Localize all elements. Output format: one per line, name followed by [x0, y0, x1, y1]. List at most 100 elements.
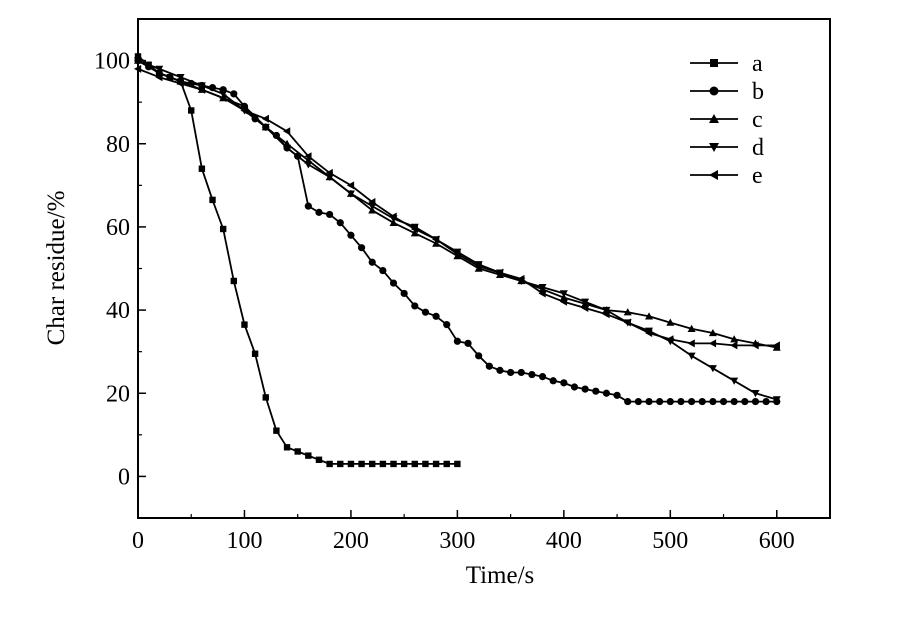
- data-point-d: [581, 298, 590, 306]
- data-point-b: [421, 308, 430, 316]
- data-point-b: [538, 373, 547, 381]
- data-point-a: [134, 53, 142, 60]
- data-point-b: [581, 385, 589, 393]
- series-line-e: [137, 68, 777, 347]
- data-point-a: [347, 460, 355, 468]
- data-point-e: [474, 262, 482, 271]
- data-point-a: [315, 456, 323, 463]
- data-point-b: [464, 339, 472, 347]
- y-tick-label: 0: [118, 464, 130, 490]
- data-point-d: [559, 290, 568, 298]
- data-point-e: [346, 181, 355, 190]
- data-point-b: [347, 231, 355, 239]
- series-a: [134, 53, 461, 468]
- data-point-e: [155, 73, 163, 82]
- x-tick-label: 200: [333, 528, 369, 554]
- data-point-e: [772, 341, 780, 350]
- data-point-b: [453, 337, 461, 345]
- x-tick-label: 100: [226, 528, 262, 554]
- data-point-a: [411, 460, 418, 468]
- data-point-c: [410, 229, 419, 237]
- data-point-a: [369, 460, 376, 468]
- x-tick-label: 300: [439, 528, 475, 554]
- data-point-e: [389, 212, 397, 221]
- data-point-e: [432, 235, 440, 244]
- y-tick-label: 80: [106, 132, 130, 158]
- data-point-b: [230, 90, 238, 98]
- data-point-b: [741, 397, 749, 406]
- data-point-e: [517, 274, 525, 283]
- data-point-b: [411, 302, 419, 310]
- data-point-d: [176, 74, 185, 82]
- data-point-e: [495, 268, 504, 277]
- data-point-b: [326, 210, 334, 219]
- y-axis: 0 20 40 60 80 100: [94, 49, 146, 490]
- data-point-b: [304, 202, 312, 210]
- legend-entry-a: a: [690, 51, 763, 77]
- legend-marker-a: [710, 59, 718, 67]
- legend-marker-d: [709, 143, 719, 152]
- data-point-d: [134, 57, 142, 65]
- data-point-b: [677, 397, 685, 406]
- data-point-b: [688, 397, 696, 406]
- data-point-a: [273, 427, 280, 434]
- data-point-b: [613, 391, 621, 399]
- data-point-b: [368, 258, 376, 266]
- data-point-b: [645, 397, 653, 406]
- data-point-b: [751, 397, 760, 406]
- data-point-e: [240, 106, 248, 115]
- data-point-e: [219, 94, 227, 103]
- data-point-a: [241, 321, 248, 328]
- data-point-b: [698, 397, 706, 406]
- data-point-a: [379, 460, 387, 468]
- series-line-b: [137, 59, 777, 403]
- data-point-e: [751, 341, 759, 350]
- data-point-a: [305, 452, 312, 459]
- data-point-d: [304, 161, 313, 169]
- data-point-e: [134, 64, 142, 73]
- data-point-b: [379, 266, 387, 275]
- data-point-a: [454, 460, 461, 468]
- data-point-b: [443, 321, 451, 329]
- data-point-e: [645, 328, 653, 337]
- data-point-b: [549, 377, 557, 385]
- data-point-a: [294, 448, 301, 455]
- data-point-b: [507, 368, 515, 377]
- data-point-d: [261, 123, 270, 132]
- data-point-c: [666, 318, 675, 326]
- data-point-e: [602, 310, 610, 319]
- legend-label: c: [752, 107, 763, 133]
- data-point-a: [230, 277, 238, 285]
- data-point-e: [368, 197, 376, 206]
- data-point-e: [325, 168, 333, 177]
- legend-marker-c: [709, 114, 719, 123]
- data-point-b: [709, 397, 717, 406]
- data-point-d: [219, 90, 228, 98]
- data-point-b: [592, 387, 600, 395]
- data-point-a: [198, 165, 206, 172]
- data-point-d: [602, 306, 611, 315]
- y-tick-label: 20: [106, 381, 130, 407]
- data-point-b: [624, 397, 632, 406]
- data-point-d: [730, 377, 739, 385]
- y-tick-label: 60: [106, 215, 130, 241]
- y-tick-label: 40: [106, 298, 130, 324]
- legend-marker-b: [709, 86, 719, 96]
- data-point-d: [283, 144, 292, 152]
- data-point-d: [197, 82, 206, 90]
- data-point-a: [283, 444, 291, 451]
- data-point-e: [410, 224, 418, 233]
- data-point-b: [485, 362, 493, 370]
- data-point-e: [261, 114, 269, 123]
- y-tick-label: 100: [94, 49, 130, 75]
- series-e: [134, 64, 780, 350]
- data-point-a: [432, 460, 440, 468]
- data-point-c: [687, 324, 696, 332]
- data-point-a: [209, 196, 216, 204]
- data-point-b: [400, 289, 408, 298]
- data-point-a: [262, 394, 269, 401]
- x-tick-label: 600: [759, 528, 795, 554]
- x-tick-label: 400: [546, 528, 582, 554]
- legend-entry-e: e: [690, 163, 763, 189]
- y-axis-title: Char residue/%: [43, 191, 70, 346]
